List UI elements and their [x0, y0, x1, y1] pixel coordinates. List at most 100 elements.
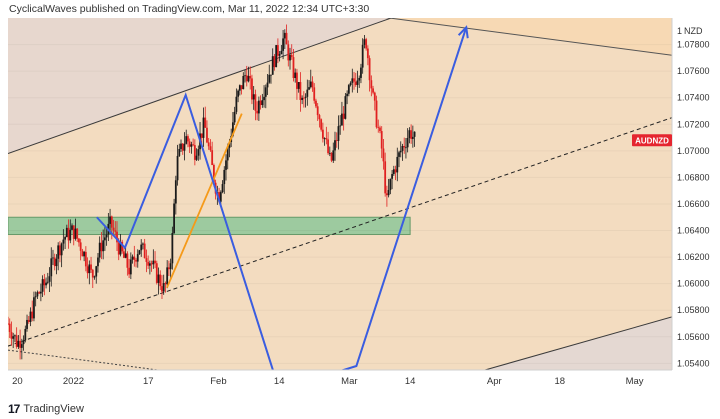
candle-body	[143, 243, 146, 259]
tradingview-logo-icon: 17	[8, 401, 20, 416]
price-axis-background	[672, 18, 720, 398]
chart-area[interactable]: NZD 1 1.05400 1.05600 1.05800 1.06000 1.06200 1…	[0, 18, 720, 398]
candle-body	[14, 335, 16, 337]
candle-body	[38, 292, 41, 294]
candle-body	[52, 257, 54, 259]
candle-body	[64, 237, 66, 240]
candle-body	[240, 85, 243, 90]
candle-body	[26, 319, 28, 329]
candle-body	[211, 150, 214, 165]
candle-body	[119, 241, 122, 255]
candle-body	[285, 32, 288, 45]
candle-body	[8, 323, 9, 325]
candle-body	[112, 227, 115, 231]
candle-body	[252, 94, 255, 100]
candle-body	[342, 113, 345, 119]
candle-body	[320, 119, 323, 130]
candle-body	[261, 100, 264, 106]
candle-body	[48, 276, 51, 282]
plot-layer	[8, 18, 672, 370]
candle-body	[53, 257, 56, 267]
y-tick-label: 1.06400	[677, 226, 710, 236]
candle-body	[237, 90, 240, 97]
candle-body	[22, 340, 25, 345]
candle-body	[299, 82, 302, 100]
candle-body	[318, 115, 321, 120]
candle-body	[105, 234, 108, 238]
candle-body	[271, 56, 274, 75]
bottom-dotted-line	[8, 349, 158, 370]
candle-body	[413, 131, 416, 137]
candle-body	[159, 274, 162, 287]
candle-body	[212, 164, 215, 183]
candle-body	[351, 78, 354, 83]
candle-body	[221, 184, 224, 193]
candle-body	[308, 87, 310, 90]
candle-body	[347, 85, 350, 94]
candle-body	[60, 243, 63, 256]
upper-channel-line	[8, 18, 393, 154]
blue-wave-line	[96, 26, 468, 370]
candle-body	[226, 147, 229, 161]
candle-body	[370, 80, 373, 89]
candle-body	[116, 231, 118, 243]
candle-body	[31, 311, 34, 319]
candle-body	[311, 81, 314, 88]
candle-body	[193, 145, 196, 160]
candle-body	[190, 144, 193, 147]
candle-body	[232, 122, 234, 136]
candle-body	[225, 160, 227, 170]
candle-body	[109, 216, 111, 224]
candle-body	[380, 131, 383, 149]
candle-body	[245, 75, 248, 82]
candle-body	[138, 250, 141, 255]
y-tick-label: 1.06000	[677, 279, 710, 289]
candle-body	[387, 190, 390, 196]
lower-channel-line	[484, 316, 672, 370]
candle-body	[43, 279, 46, 286]
tradingview-logo[interactable]: 17 TradingView	[8, 402, 84, 416]
candle-body	[78, 238, 80, 243]
candle-body	[34, 296, 37, 298]
candle-body	[406, 137, 409, 148]
x-tick-label: Mar	[341, 376, 357, 387]
candle-body	[354, 81, 357, 85]
candle-body	[24, 328, 27, 341]
y-tick-label: 1.07200	[677, 119, 710, 129]
x-tick-label: 17	[143, 376, 154, 387]
symbol-price-tag	[632, 134, 672, 147]
candle-body	[257, 100, 260, 114]
candle-body	[145, 258, 148, 262]
candle-body	[386, 193, 388, 196]
x-tick-label: 14	[274, 376, 285, 387]
candle-body	[81, 250, 84, 257]
candle-body	[315, 100, 317, 107]
candle-body	[209, 146, 212, 151]
candle-body	[287, 44, 290, 61]
candle-body	[254, 94, 257, 111]
candle-body	[17, 340, 20, 347]
candle-body	[356, 80, 359, 85]
candle-body	[294, 72, 297, 78]
candle-body	[126, 253, 129, 268]
candle-body	[391, 174, 393, 179]
candle-body	[360, 67, 362, 78]
candle-body	[339, 125, 342, 127]
candle-body	[297, 82, 300, 89]
candle-body	[206, 127, 208, 143]
candle-body	[394, 169, 397, 173]
candle-body	[74, 228, 77, 239]
candle-body	[15, 335, 18, 347]
candle-body	[181, 143, 184, 151]
candle-body	[301, 97, 304, 100]
candle-body	[204, 117, 207, 128]
candle-body	[88, 264, 91, 274]
candle-body	[124, 253, 127, 258]
candle-body	[154, 260, 156, 264]
candle-body	[373, 92, 376, 101]
candle-body	[147, 261, 150, 266]
candle-body	[266, 82, 269, 88]
candle-body	[72, 225, 75, 239]
candle-body	[197, 149, 200, 156]
